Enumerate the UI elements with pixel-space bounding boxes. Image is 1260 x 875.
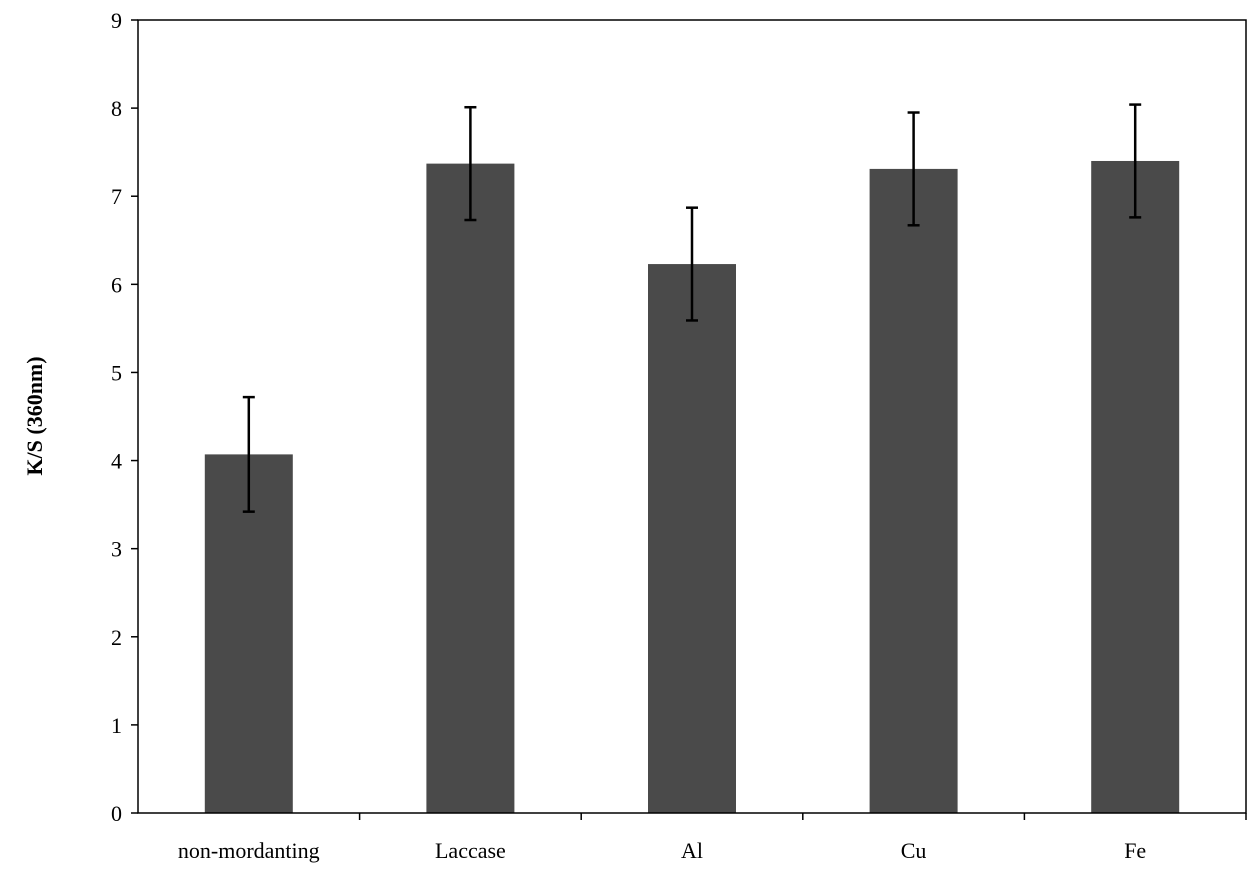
y-tick-label: 8 bbox=[111, 96, 122, 121]
x-tick-label: non-mordanting bbox=[178, 838, 320, 863]
bar-fe bbox=[1091, 160, 1180, 813]
y-tick-label: 3 bbox=[111, 537, 122, 562]
error-bar bbox=[1129, 103, 1142, 219]
y-tick-label: 2 bbox=[111, 625, 122, 650]
bar-laccase bbox=[426, 163, 515, 814]
error-bar bbox=[907, 111, 920, 227]
x-tick-label: Al bbox=[681, 838, 703, 863]
x-tick-label: Laccase bbox=[435, 838, 506, 863]
y-tick-label: 1 bbox=[111, 713, 122, 738]
error-bar bbox=[686, 206, 698, 322]
x-tick-label: Cu bbox=[901, 838, 927, 863]
error-bar bbox=[242, 395, 255, 513]
plot-frame bbox=[137, 19, 1247, 814]
bar-non-mordanting bbox=[204, 454, 293, 813]
y-axis-label: K/S (360nm) bbox=[22, 356, 47, 475]
bar-al bbox=[648, 264, 736, 814]
y-tick-label: 0 bbox=[111, 801, 122, 826]
x-tick-label: Fe bbox=[1124, 838, 1146, 863]
y-tick-label: 7 bbox=[111, 184, 122, 209]
y-tick-label: 9 bbox=[111, 8, 122, 33]
y-tick-label: 6 bbox=[111, 272, 122, 297]
y-tick-label: 4 bbox=[111, 449, 122, 474]
y-tick-label: 5 bbox=[111, 360, 122, 385]
error-bar bbox=[464, 105, 477, 222]
bar-cu bbox=[869, 168, 958, 813]
